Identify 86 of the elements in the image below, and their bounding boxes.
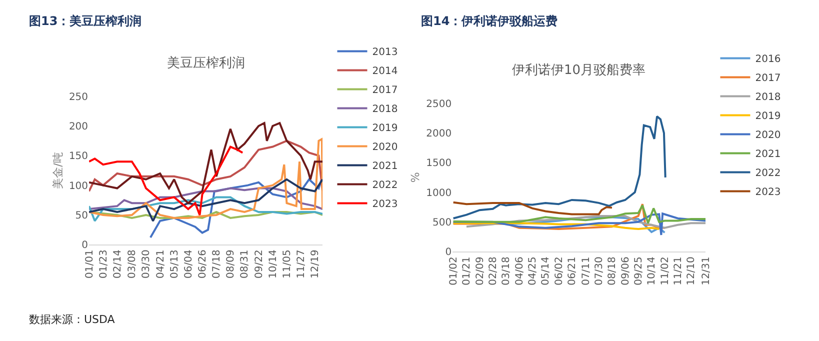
legend-label: 2019 bbox=[755, 111, 781, 122]
legend-label: 2013 bbox=[372, 47, 398, 58]
x-tick-label: 11/02 bbox=[660, 256, 671, 286]
x-tick-label: 12/10 bbox=[686, 256, 698, 286]
y-tick-label: 1000 bbox=[426, 188, 452, 199]
legend-label: 2017 bbox=[372, 85, 398, 96]
x-tick-label: 04/25 bbox=[528, 256, 539, 286]
y-tick-label: 500 bbox=[432, 217, 452, 228]
legend-label: 2021 bbox=[372, 161, 398, 172]
x-tick-label: 06/21 bbox=[567, 256, 578, 286]
x-tick-label: 03/30 bbox=[141, 250, 152, 278]
line-series bbox=[89, 187, 323, 210]
line-series bbox=[89, 138, 323, 219]
x-tick-label: 04/06 bbox=[514, 256, 526, 286]
legend-label: 2018 bbox=[372, 104, 398, 116]
legend-label: 2022 bbox=[372, 180, 398, 192]
x-tick-label: 05/14 bbox=[540, 256, 552, 286]
x-tick-label: 02/14 bbox=[112, 250, 124, 278]
legend-label: 2023 bbox=[755, 187, 781, 198]
x-tick-label: 01/01 bbox=[84, 250, 96, 278]
legend-label: 2018 bbox=[755, 92, 781, 104]
y-tick-label: 200 bbox=[68, 122, 88, 133]
x-tick-label: 06/02 bbox=[554, 256, 565, 286]
x-tick-label: 11/05 bbox=[282, 250, 293, 278]
x-tick-label: 03/08 bbox=[127, 250, 138, 278]
x-tick-label: 09/06 bbox=[620, 256, 632, 286]
x-tick-label: 07/11 bbox=[580, 256, 592, 286]
x-tick-label: 11/21 bbox=[673, 256, 684, 286]
x-tick-label: 06/04 bbox=[183, 250, 194, 278]
y-tick-label: 1500 bbox=[426, 158, 452, 170]
x-tick-label: 03/18 bbox=[501, 256, 512, 286]
source-note: 数据来源：USDA bbox=[29, 313, 116, 326]
line-series bbox=[89, 196, 323, 222]
line-series bbox=[89, 178, 323, 222]
x-tick-label: 02/28 bbox=[488, 256, 500, 286]
legend-label: 2014 bbox=[372, 66, 398, 78]
legend-label: 2016 bbox=[755, 54, 781, 66]
x-tick-label: 08/18 bbox=[607, 256, 618, 286]
x-tick-label: 12/31 bbox=[700, 256, 712, 286]
legend-label: 2021 bbox=[755, 149, 781, 160]
line-series bbox=[452, 204, 706, 224]
x-tick-label: 10/14 bbox=[646, 256, 658, 286]
x-tick-label: 08/31 bbox=[240, 250, 251, 278]
legend-label: 2022 bbox=[755, 168, 781, 180]
chart-title: 图14：伊利诺伊驳船运费 bbox=[421, 14, 558, 28]
x-tick-label: 01/02 bbox=[448, 256, 460, 286]
x-tick-label: 04/21 bbox=[155, 250, 166, 278]
line-series bbox=[465, 215, 706, 229]
y-tick-label: 2500 bbox=[426, 98, 452, 110]
chart-subtitle: 伊利诺伊10月驳船费率 bbox=[512, 62, 646, 78]
x-tick-label: 12/19 bbox=[310, 250, 322, 278]
x-tick-label: 05/13 bbox=[169, 250, 180, 278]
legend-label: 2020 bbox=[372, 142, 398, 154]
x-tick-label: 01/21 bbox=[462, 256, 473, 286]
line-series bbox=[452, 115, 666, 220]
line-series bbox=[89, 140, 323, 192]
y-tick-label: 250 bbox=[68, 92, 88, 103]
legend-label: 2020 bbox=[755, 130, 781, 142]
chart-title: 图13：美豆压榨利润 bbox=[29, 14, 142, 28]
x-tick-label: 09/22 bbox=[254, 250, 265, 278]
x-tick-label: 07/18 bbox=[212, 250, 223, 278]
chart-subtitle: 美豆压榨利润 bbox=[167, 55, 245, 71]
line-series bbox=[452, 212, 706, 236]
x-tick-label: 11/27 bbox=[296, 250, 308, 278]
y-tick-label: 50 bbox=[75, 210, 88, 222]
y-tick-label: 100 bbox=[68, 180, 88, 192]
y-tick-label: 0 bbox=[445, 247, 452, 258]
y-axis-title: 美金/吨 bbox=[52, 152, 65, 189]
x-tick-label: 10/14 bbox=[268, 250, 279, 278]
x-tick-label: 07/30 bbox=[594, 256, 606, 286]
x-tick-label: 09/25 bbox=[634, 256, 645, 286]
legend-label: 2019 bbox=[372, 123, 398, 134]
x-tick-label: 06/26 bbox=[198, 250, 209, 278]
x-tick-label: 01/23 bbox=[98, 250, 110, 278]
y-axis-title: % bbox=[408, 172, 422, 183]
y-tick-label: 150 bbox=[68, 151, 88, 162]
y-tick-label: 2000 bbox=[426, 128, 452, 140]
line-series bbox=[452, 201, 613, 216]
legend-label: 2017 bbox=[755, 73, 781, 84]
line-series bbox=[89, 146, 244, 216]
line-series bbox=[149, 175, 323, 239]
line-series bbox=[89, 122, 323, 204]
x-tick-label: 08/09 bbox=[226, 250, 237, 278]
x-tick-label: 02/09 bbox=[474, 256, 486, 286]
legend-label: 2023 bbox=[372, 199, 398, 210]
y-tick-label: 0 bbox=[82, 240, 88, 252]
